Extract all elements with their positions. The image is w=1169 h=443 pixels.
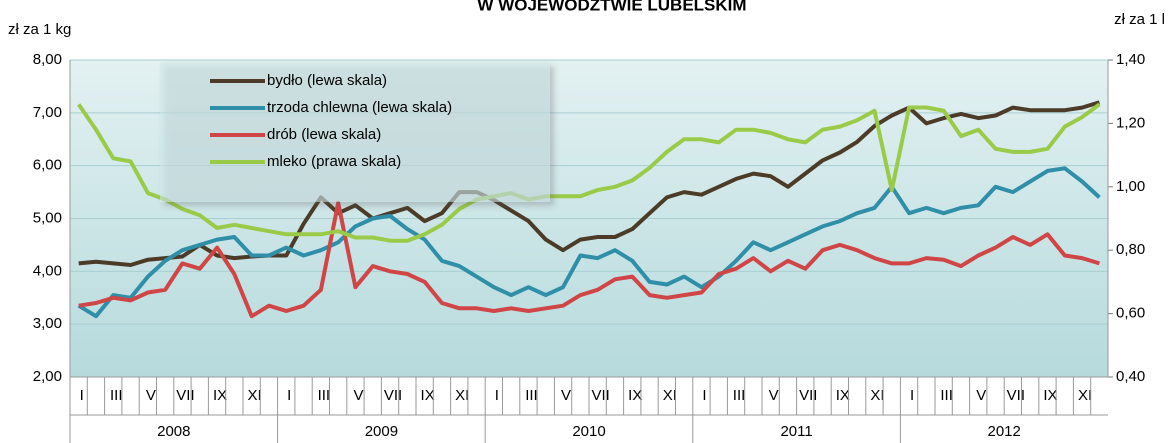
series-line — [78, 200, 1100, 319]
x-tick-label: V — [146, 387, 156, 404]
x-tick-label: XI — [870, 387, 884, 404]
y-tick-label: 7,00 — [33, 104, 62, 121]
x-tick-label: IX — [836, 387, 850, 404]
x-tick-label: XI — [663, 387, 677, 404]
x-tick-label: III — [733, 387, 746, 404]
x-tick-label: I — [702, 387, 706, 404]
x-tick-label: VII — [799, 387, 817, 404]
x-tick-label: I — [495, 387, 499, 404]
legend-label: bydło (lewa skala) — [267, 72, 387, 89]
y-tick-label: 8,00 — [33, 51, 62, 68]
y2-tick-label: 0,80 — [1116, 241, 1145, 258]
year-label: 2010 — [572, 423, 605, 440]
x-tick-label: III — [318, 387, 331, 404]
legend: bydło (lewa skala) trzoda chlewna (lewa s… — [160, 62, 550, 202]
x-tick-label: IX — [628, 387, 642, 404]
x-tick-label: VII — [176, 387, 194, 404]
x-tick-label: XI — [248, 387, 262, 404]
x-tick-label: I — [287, 387, 291, 404]
x-tick-label: III — [110, 387, 123, 404]
year-label: 2008 — [157, 423, 190, 440]
x-tick-label: VII — [384, 387, 402, 404]
y2-tick-label: 0,40 — [1116, 368, 1145, 385]
y-tick-label: 6,00 — [33, 157, 62, 174]
x-tick-label: V — [769, 387, 779, 404]
y2-tick-label: 0,60 — [1116, 305, 1145, 322]
year-label: 2012 — [988, 423, 1021, 440]
series-line — [77, 102, 1101, 243]
legend-label: mleko (prawa skala) — [267, 153, 401, 170]
x-tick-label: V — [976, 387, 986, 404]
y2-tick-label: 1,20 — [1116, 114, 1145, 131]
x-tick-label: XI — [1078, 387, 1092, 404]
y2-axis-label: zł za 1 l — [1114, 11, 1165, 28]
y2-tick-label: 1,40 — [1116, 51, 1145, 68]
x-tick-label: IX — [421, 387, 435, 404]
year-label: 2011 — [780, 423, 812, 440]
y2-tick-label: 1,00 — [1116, 178, 1145, 195]
x-tick-label: III — [525, 387, 538, 404]
x-tick-label: IX — [1043, 387, 1057, 404]
y-tick-label: 3,00 — [33, 315, 62, 332]
legend-label: trzoda chlewna (lewa skala) — [267, 99, 452, 116]
x-tick-label: III — [940, 387, 953, 404]
chart-title: W WOJEWÓDZTWIE LUBELSKIM — [477, 0, 746, 14]
legend-background — [160, 62, 550, 202]
x-tick-label: VII — [1007, 387, 1025, 404]
x-tick-label: I — [910, 387, 914, 404]
y-tick-label: 2,00 — [33, 368, 62, 385]
x-tick-label: I — [80, 387, 84, 404]
x-tick-label: V — [561, 387, 571, 404]
y-tick-label: 5,00 — [33, 209, 62, 226]
x-tick-label: XI — [455, 387, 469, 404]
year-label: 2009 — [365, 423, 398, 440]
series-line — [77, 166, 1101, 319]
y-axis-label: zł za 1 kg — [8, 21, 71, 38]
legend-label: drób (lewa skala) — [267, 126, 381, 143]
series-line — [78, 100, 1100, 267]
y-tick-label: 4,00 — [33, 262, 62, 279]
x-tick-label: V — [353, 387, 363, 404]
x-tick-label: VII — [591, 387, 609, 404]
x-tick-label: IX — [213, 387, 227, 404]
